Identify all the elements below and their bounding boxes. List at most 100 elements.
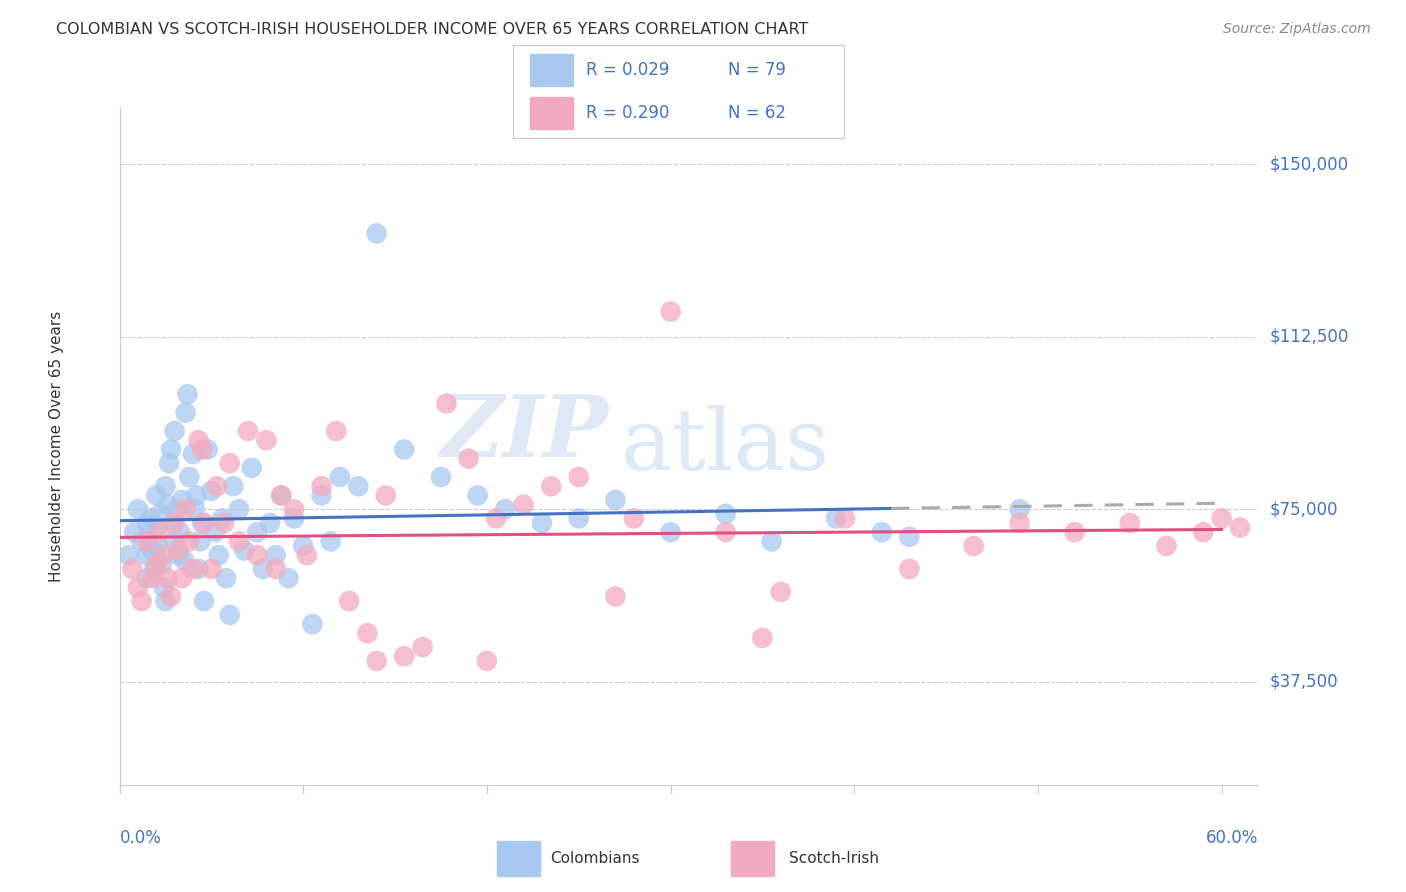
Point	[167, 543, 190, 558]
Text: Source: ZipAtlas.com: Source: ZipAtlas.com	[1223, 22, 1371, 37]
Point	[150, 558, 173, 572]
Point	[152, 580, 174, 594]
Point	[751, 631, 773, 645]
Point	[184, 502, 207, 516]
Point	[155, 479, 177, 493]
Text: N = 79: N = 79	[728, 61, 786, 78]
Point	[136, 571, 159, 585]
Text: $37,500: $37,500	[1270, 673, 1339, 690]
Point	[155, 594, 177, 608]
Point	[208, 548, 231, 562]
Text: Householder Income Over 65 years: Householder Income Over 65 years	[49, 310, 65, 582]
Point	[605, 493, 627, 508]
Point	[156, 498, 179, 512]
Point	[311, 488, 333, 502]
Point	[191, 516, 214, 530]
Point	[270, 488, 292, 502]
Point	[329, 470, 352, 484]
Point	[157, 456, 180, 470]
Point	[187, 562, 209, 576]
Point	[1229, 520, 1251, 534]
Point	[246, 548, 269, 562]
Point	[311, 479, 333, 493]
Point	[1008, 516, 1031, 530]
Text: $150,000: $150,000	[1270, 155, 1348, 173]
Point	[485, 511, 508, 525]
Point	[394, 442, 416, 457]
Point	[898, 530, 921, 544]
Point	[179, 534, 201, 549]
Point	[121, 562, 143, 576]
Point	[1008, 502, 1031, 516]
Text: R = 0.290: R = 0.290	[586, 104, 669, 122]
Point	[127, 580, 149, 594]
Point	[530, 516, 553, 530]
Point	[162, 516, 184, 530]
Point	[149, 525, 172, 540]
Point	[176, 387, 198, 401]
Text: 0.0%: 0.0%	[120, 829, 162, 847]
Point	[283, 502, 305, 516]
Point	[118, 548, 141, 562]
Point	[319, 534, 342, 549]
Point	[475, 654, 498, 668]
Point	[191, 442, 214, 457]
Point	[963, 539, 986, 553]
Point	[169, 525, 191, 540]
Point	[218, 607, 240, 622]
Point	[1063, 525, 1085, 540]
Point	[301, 617, 323, 632]
Bar	[530, 97, 572, 129]
Point	[170, 571, 193, 585]
Bar	[731, 841, 775, 876]
Point	[1211, 511, 1233, 525]
Point	[212, 516, 235, 530]
Point	[769, 585, 792, 599]
Point	[366, 654, 388, 668]
Point	[366, 227, 388, 241]
Point	[457, 451, 479, 466]
Point	[659, 304, 682, 318]
Point	[174, 502, 197, 516]
Point	[325, 424, 347, 438]
Point	[146, 539, 169, 553]
Bar	[498, 841, 540, 876]
Point	[623, 511, 645, 525]
Point	[394, 649, 416, 664]
Point	[204, 525, 226, 540]
Point	[152, 548, 174, 562]
Point	[605, 590, 627, 604]
Point	[467, 488, 489, 502]
Point	[136, 534, 159, 549]
Point	[412, 640, 434, 654]
Point	[568, 511, 591, 525]
Point	[1156, 539, 1178, 553]
Point	[825, 511, 848, 525]
Point	[160, 442, 183, 457]
Point	[188, 534, 211, 549]
Text: N = 62: N = 62	[728, 104, 786, 122]
Point	[228, 502, 250, 516]
Point	[166, 502, 188, 516]
Text: R = 0.029: R = 0.029	[586, 61, 669, 78]
Point	[136, 516, 159, 530]
Bar	[530, 54, 572, 86]
Point	[156, 571, 179, 585]
Point	[277, 571, 299, 585]
Point	[714, 507, 737, 521]
Point	[142, 571, 165, 585]
Point	[659, 525, 682, 540]
Point	[270, 488, 292, 502]
Text: atlas: atlas	[620, 404, 830, 488]
Point	[187, 434, 209, 448]
Point	[131, 534, 153, 549]
Point	[347, 479, 370, 493]
Point	[174, 406, 197, 420]
Point	[233, 543, 256, 558]
Text: Scotch-Irish: Scotch-Irish	[789, 851, 879, 866]
Point	[193, 594, 215, 608]
Point	[145, 520, 167, 534]
Point	[127, 502, 149, 516]
Point	[714, 525, 737, 540]
Point	[173, 553, 195, 567]
